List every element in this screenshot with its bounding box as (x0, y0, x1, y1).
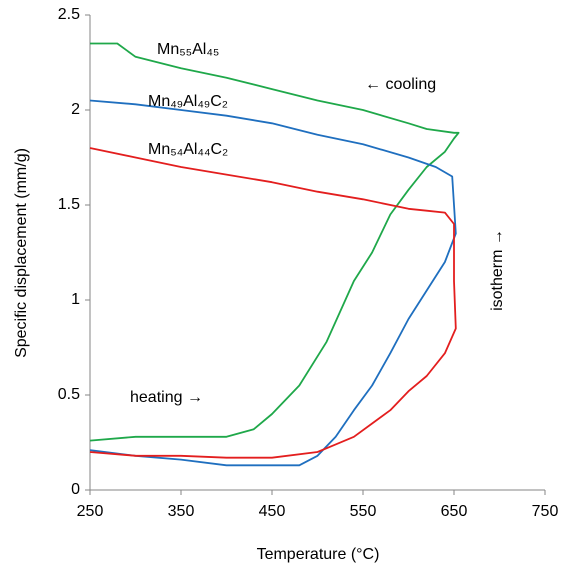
x-tick-label: 450 (259, 503, 286, 520)
series-label: Mn₄₉Al₄₉C₂ (148, 93, 228, 110)
x-tick-label: 650 (441, 503, 468, 520)
x-tick-label: 550 (350, 503, 377, 520)
annotation: ← cooling (365, 76, 436, 93)
y-tick-label: 1 (71, 291, 80, 308)
x-axis-title: Temperature (°C) (257, 546, 380, 563)
y-tick-label: 1.5 (58, 196, 80, 213)
y-tick-label: 2 (71, 101, 80, 118)
x-tick-label: 350 (168, 503, 195, 520)
x-tick-label: 250 (77, 503, 104, 520)
series-label: Mn₅₄Al₄₄C₂ (148, 141, 228, 158)
y-tick-label: 0 (71, 481, 80, 498)
y-tick-label: 2.5 (58, 6, 80, 23)
annotation: heating → (130, 389, 203, 406)
y-tick-label: 0.5 (58, 386, 80, 403)
series-label: Mn₅₅Al₄₅ (157, 41, 219, 58)
line-series (89, 99, 457, 467)
line-series (89, 147, 457, 459)
annotation: isotherm → (489, 229, 506, 311)
line-series (89, 42, 460, 442)
y-axis-title: Specific displacement (mm/g) (13, 148, 30, 358)
x-tick-label: 750 (532, 503, 559, 520)
